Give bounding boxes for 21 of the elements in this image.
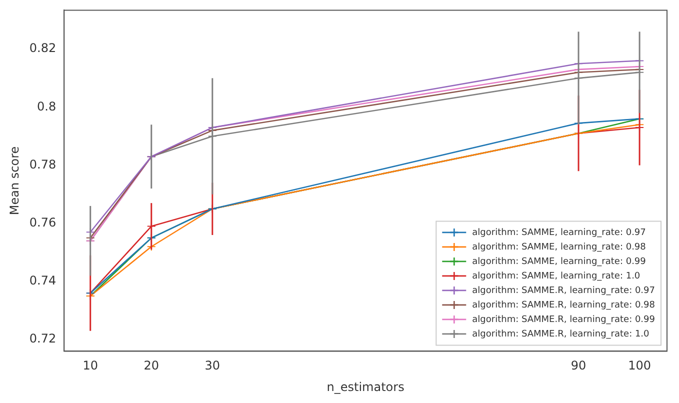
y-tick-label: 0.8 bbox=[37, 99, 56, 114]
x-axis-title: n_estimators bbox=[326, 380, 404, 394]
x-tick-label: 90 bbox=[570, 358, 586, 373]
legend-label: algorithm: SAMME.R, learning_rate: 0.98 bbox=[472, 300, 656, 310]
legend-label: algorithm: SAMME.R, learning_rate: 0.99 bbox=[472, 314, 656, 325]
x-tick-label: 100 bbox=[628, 358, 651, 373]
y-tick-label: 0.82 bbox=[29, 41, 56, 56]
legend-label: algorithm: SAMME, learning_rate: 0.98 bbox=[472, 242, 646, 252]
x-tick-label: 10 bbox=[82, 358, 98, 373]
x-tick-label: 30 bbox=[204, 358, 220, 373]
y-tick-label: 0.74 bbox=[29, 274, 56, 288]
legend-label: algorithm: SAMME, learning_rate: 0.97 bbox=[472, 228, 646, 238]
y-tick-label: 0.78 bbox=[29, 157, 56, 172]
legend-label: algorithm: SAMME, learning_rate: 0.99 bbox=[472, 256, 646, 267]
y-axis-title: Mean score bbox=[7, 146, 22, 216]
x-tick-label: 20 bbox=[144, 358, 160, 373]
legend-label: algorithm: SAMME.R, learning_rate: 0.97 bbox=[472, 286, 656, 296]
y-tick-label: 0.76 bbox=[29, 216, 56, 230]
y-tick-label: 0.72 bbox=[29, 332, 56, 346]
legend-label: algorithm: SAMME, learning_rate: 1.0 bbox=[472, 271, 640, 282]
legend-label: algorithm: SAMME.R, learning_rate: 1.0 bbox=[472, 329, 650, 340]
